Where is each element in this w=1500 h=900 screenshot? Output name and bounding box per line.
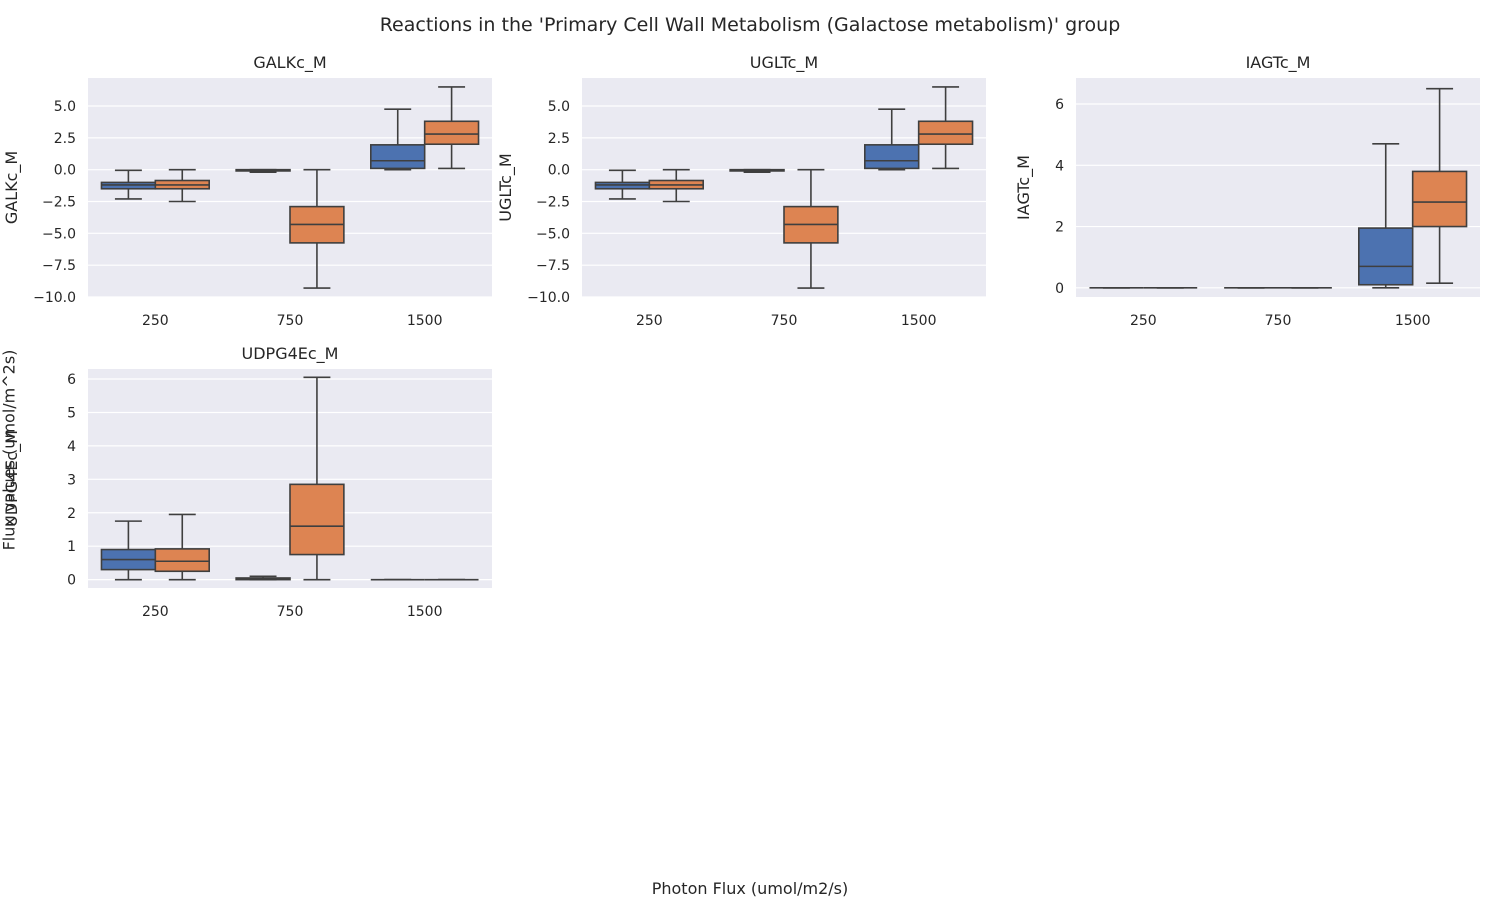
x-tick-label-1500: 1500 bbox=[901, 313, 937, 329]
y-tick-label: 0 bbox=[67, 573, 76, 589]
box-750-series-1 bbox=[729, 168, 785, 174]
subplot-svg: −10.0 −7.5 −5.0 −2.5 0.0 2.5 5.0 UGLTc_M UGLTc_M… bbox=[496, 53, 986, 329]
y-tick-label: 5.0 bbox=[54, 99, 76, 115]
box-750-series-2 bbox=[783, 168, 839, 289]
y-tick-label: 3 bbox=[67, 472, 76, 488]
y-tick-label: 0.0 bbox=[54, 163, 76, 179]
y-tick-label: 2.5 bbox=[548, 131, 570, 147]
x-tick-label-1500: 1500 bbox=[407, 313, 443, 329]
y-tick-label: 0.0 bbox=[548, 163, 570, 179]
x-tick-label-250: 250 bbox=[636, 313, 663, 329]
y-tick-label: 2.5 bbox=[54, 131, 76, 147]
box-1500-series-1 bbox=[369, 108, 426, 171]
box-750-series-1 bbox=[235, 168, 291, 174]
box-1500-series-2 bbox=[1411, 87, 1468, 285]
x-tick-label-750: 750 bbox=[277, 604, 304, 620]
y-tick-label: 6 bbox=[1055, 97, 1064, 113]
box-750-series-2 bbox=[289, 168, 345, 289]
y-tick-label: 5.0 bbox=[548, 99, 570, 115]
box-250-series-1 bbox=[100, 520, 157, 581]
figure-title: Reactions in the 'Primary Cell Wall Meta… bbox=[379, 14, 1121, 36]
subplot-title: UGLTc_M bbox=[750, 53, 818, 73]
x-tick-label-750: 750 bbox=[277, 313, 304, 329]
figure-x-axis-label: Photon Flux (umol/m2/s) bbox=[651, 879, 849, 898]
y-axis-label: UGLTc_M bbox=[496, 153, 516, 221]
y-axis-label: GALKc_M bbox=[2, 151, 22, 224]
x-tick-label-1500: 1500 bbox=[407, 604, 443, 620]
subplot-iagtc-m: 0 2 4 6 IAGTc_M IAGTc_M 250 750 1500 bbox=[988, 50, 1488, 340]
iqr-box bbox=[1411, 170, 1468, 228]
box-250-series-2 bbox=[154, 513, 210, 581]
y-tick-label: −5.0 bbox=[42, 226, 76, 242]
box-250-series-2 bbox=[154, 168, 210, 203]
subplot-title: UDPG4Ec_M bbox=[242, 344, 339, 364]
iqr-box bbox=[1357, 227, 1414, 286]
subplot-svg: 0 2 4 6 IAGTc_M IAGTc_M 250 750 1500 bbox=[1014, 53, 1480, 329]
x-tick-label-1500: 1500 bbox=[1395, 313, 1431, 329]
y-tick-label: −7.5 bbox=[536, 258, 570, 274]
box-1500-series-1 bbox=[1357, 143, 1414, 289]
x-tick-label-750: 750 bbox=[771, 313, 798, 329]
y-axis-label: IAGTc_M bbox=[1014, 155, 1034, 220]
y-tick-label: −2.5 bbox=[42, 195, 76, 211]
box-1500-series-1 bbox=[863, 108, 920, 171]
subplot-title: GALKc_M bbox=[253, 53, 326, 73]
x-tick-label-250: 250 bbox=[1130, 313, 1157, 329]
iqr-box bbox=[154, 548, 210, 573]
y-tick-label: 1 bbox=[67, 539, 76, 555]
subplot-udpg4ec-m: 0 1 2 3 4 5 6 UDPG4Ec_M UDPG4Ec_M 250 750 1500 bbox=[0, 341, 500, 631]
x-tick-label-750: 750 bbox=[1265, 313, 1292, 329]
subplot-svg: 0 1 2 3 4 5 6 UDPG4Ec_M UDPG4Ec_M 250 750 1500 bbox=[2, 344, 492, 620]
y-tick-label: 4 bbox=[1055, 158, 1064, 174]
iqr-box bbox=[369, 144, 426, 170]
y-tick-label: −10.0 bbox=[33, 290, 76, 306]
subplot-ugltc-m: −10.0 −7.5 −5.0 −2.5 0.0 2.5 5.0 UGLTc_M UGLTc_M… bbox=[494, 50, 994, 340]
subplot-svg: −10.0 −7.5 −5.0 −2.5 0.0 2.5 5.0 GALKc_M GALKc_M… bbox=[2, 53, 492, 329]
y-tick-label: 6 bbox=[67, 372, 76, 388]
y-tick-label: −10.0 bbox=[527, 290, 570, 306]
iqr-box bbox=[863, 144, 920, 170]
y-tick-label: −7.5 bbox=[42, 258, 76, 274]
box-750-series-1 bbox=[235, 575, 291, 581]
box-750-series-2 bbox=[289, 376, 345, 581]
subplot-galkc-m: −10.0 −7.5 −5.0 −2.5 0.0 2.5 5.0 GALKc_M GALKc_M… bbox=[0, 50, 500, 340]
y-tick-label: 2 bbox=[1055, 220, 1064, 236]
y-tick-label: 2 bbox=[67, 506, 76, 522]
subplot-title: IAGTc_M bbox=[1246, 53, 1311, 73]
y-tick-label: 5 bbox=[67, 405, 76, 421]
iqr-box bbox=[917, 120, 974, 146]
iqr-box bbox=[289, 483, 345, 556]
y-tick-label: 4 bbox=[67, 439, 76, 455]
iqr-box bbox=[423, 120, 480, 146]
box-1500-series-2 bbox=[917, 86, 974, 170]
x-tick-label-250: 250 bbox=[142, 604, 169, 620]
y-tick-label: 0 bbox=[1055, 281, 1064, 297]
y-axis-label: UDPG4Ec_M bbox=[2, 430, 22, 527]
box-1500-series-2 bbox=[423, 86, 480, 170]
y-tick-label: −5.0 bbox=[536, 226, 570, 242]
box-250-series-2 bbox=[648, 168, 704, 203]
y-tick-label: −2.5 bbox=[536, 195, 570, 211]
x-tick-label-250: 250 bbox=[142, 313, 169, 329]
